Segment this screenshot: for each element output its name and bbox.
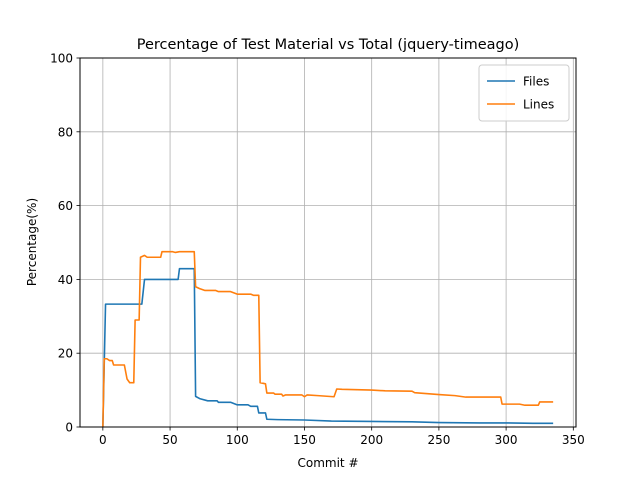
y-tick-label: 80 [58,125,73,139]
y-tick-label: 100 [50,52,73,66]
y-tick-label: 0 [65,421,73,435]
x-tick-label: 50 [162,433,177,447]
legend-label-lines: Lines [523,98,554,112]
y-tick-label: 20 [58,347,73,361]
series-line-files [102,267,554,428]
x-tick-label: 350 [562,433,585,447]
x-tick-label: 250 [427,433,450,447]
plot-frame [79,57,577,428]
legend-box [478,64,570,122]
series-line-lines [102,250,554,428]
x-tick-label: 100 [226,433,249,447]
x-tick-label: 300 [495,433,518,447]
x-axis-title: Commit # [297,456,358,470]
x-tick-label: 150 [293,433,316,447]
y-tick-label: 60 [58,199,73,213]
chart-title: Percentage of Test Material vs Total (jq… [137,37,520,53]
y-axis-title: Percentage(%) [25,198,39,286]
x-tick-label: 200 [360,433,383,447]
y-tick-label: 40 [58,273,73,287]
series-layer [102,250,554,428]
x-tick-label: 0 [99,433,107,447]
axis-ticks: 0 50 100 150 200 250 300 350 0 20 40 60 80 100 [50,52,585,448]
legend-label-files: Files [523,75,549,89]
legend: Files Lines [478,64,570,122]
